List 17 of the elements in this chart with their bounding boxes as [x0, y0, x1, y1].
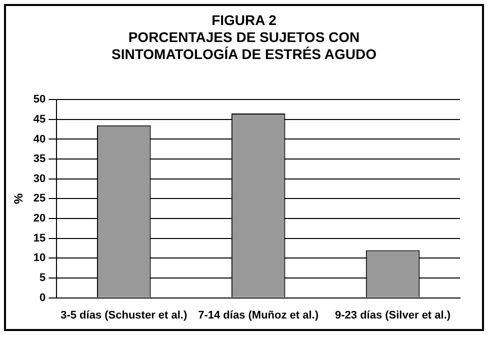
x-tick-label: 7-14 días (Muñoz et al.): [198, 309, 319, 322]
y-tick-label: 15: [33, 232, 46, 244]
y-tick-label: 35: [33, 153, 46, 166]
x-tick-label: 3-5 días (Schuster et al.): [60, 309, 188, 322]
y-tick-label: 20: [33, 212, 46, 225]
y-tick-label: 40: [33, 133, 46, 146]
x-tick-label: 9-23 días (Silver et al.): [334, 309, 451, 322]
y-tick-label: 0: [40, 292, 46, 304]
y-tick-label: 30: [33, 172, 46, 185]
chart-title: FIGURA 2: [210, 12, 278, 29]
y-tick-label: 5: [40, 272, 46, 284]
y-tick-label: 10: [33, 252, 46, 264]
chart-subtitle: PORCENTAJES DE SUJETOS CON SINTOMATOLOGÍA DE ESTRÉS AGUDO: [110, 29, 378, 63]
y-tick-label: 45: [33, 113, 46, 126]
y-tick-label: 25: [33, 192, 46, 205]
y-tick-label: 50: [33, 94, 46, 106]
y-axis-title: %: [12, 193, 26, 204]
